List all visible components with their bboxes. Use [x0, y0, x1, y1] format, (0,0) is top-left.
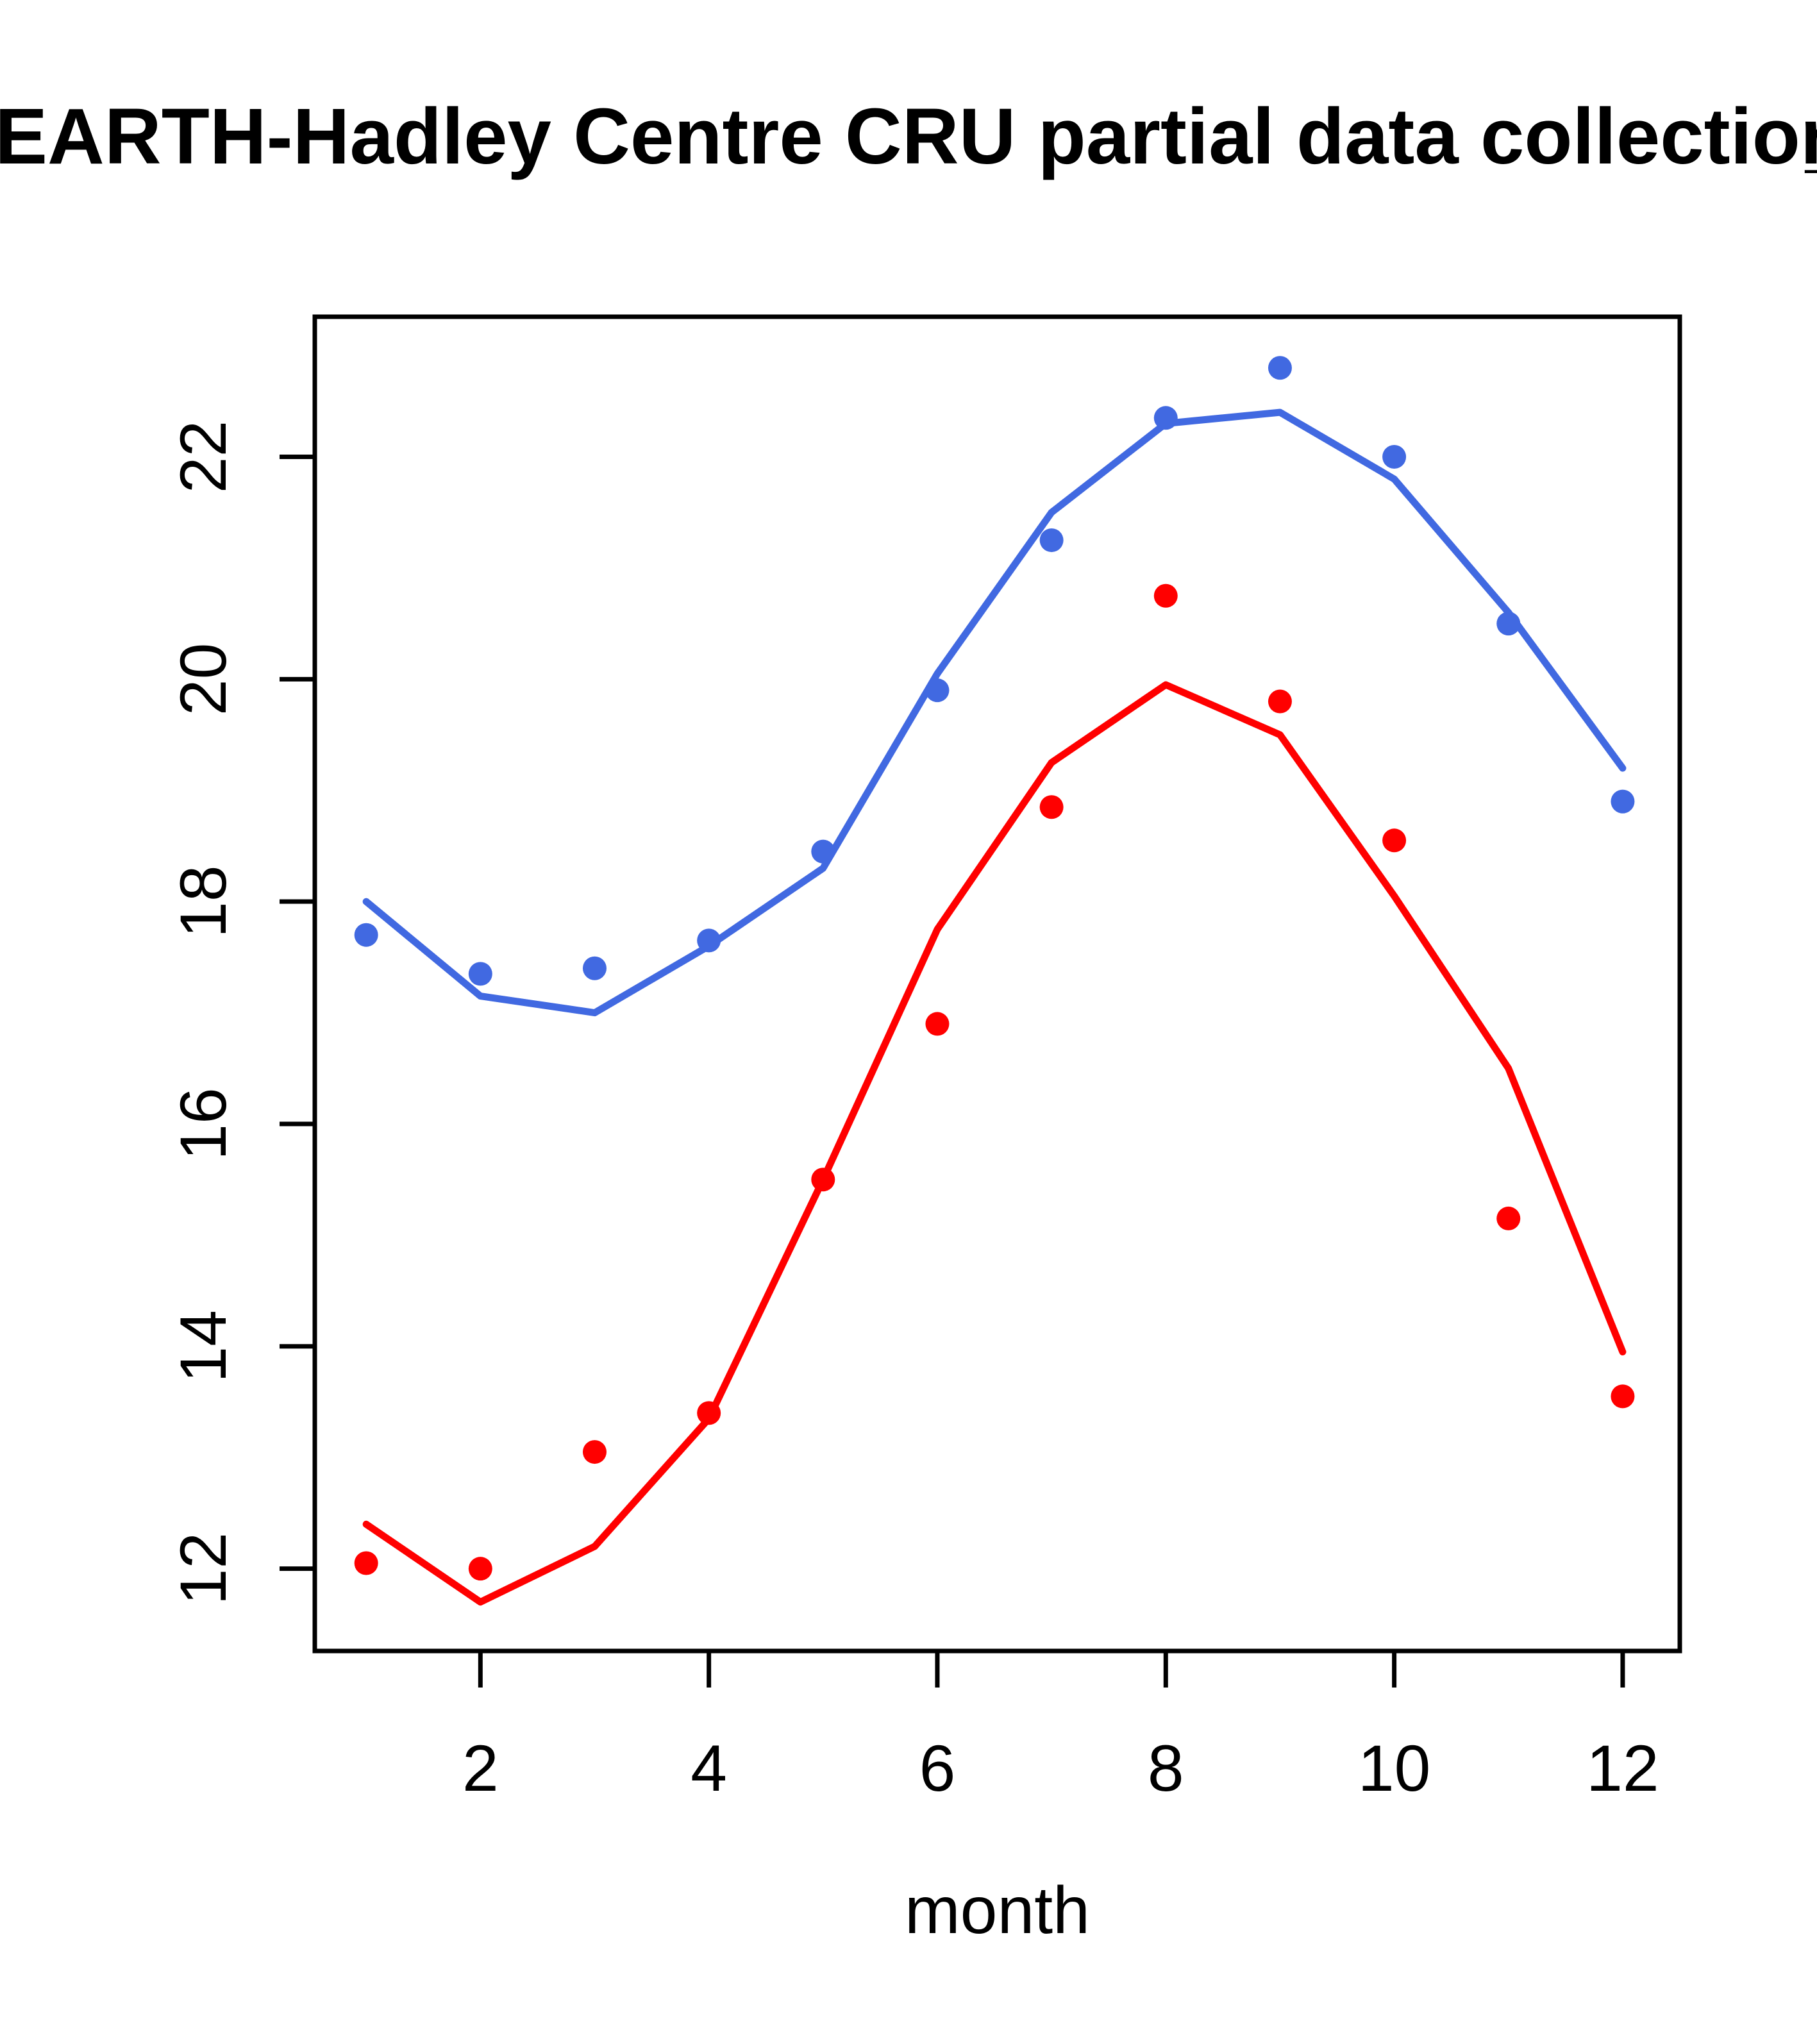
red-points-marker — [468, 1557, 492, 1581]
red-points-marker — [1039, 795, 1064, 819]
blue-points-marker — [697, 928, 721, 953]
blue-points-marker — [1268, 356, 1292, 380]
red-points-marker — [1496, 1206, 1521, 1230]
red-points-marker — [1611, 1384, 1635, 1409]
red-points-marker — [925, 1012, 950, 1036]
blue-points-marker — [925, 678, 950, 703]
blue-points-marker — [1382, 445, 1407, 469]
x-axis-tick-label: 2 — [462, 1732, 499, 1805]
x-axis-tick-label: 8 — [1148, 1732, 1184, 1805]
y-axis-tick-label: 16 — [167, 1087, 240, 1160]
blue-points-marker — [1496, 612, 1521, 636]
y-axis-tick-label: 18 — [167, 865, 240, 937]
red-points-marker — [1153, 583, 1178, 608]
blue-points-marker — [811, 839, 835, 864]
red-line-series — [362, 681, 1627, 1606]
y-axis-tick-label: 20 — [167, 643, 240, 716]
blue-points-marker — [354, 923, 378, 947]
y-axis-tick-label: 12 — [167, 1532, 240, 1605]
x-axis-tick-label: 6 — [919, 1732, 956, 1805]
red-points-marker — [354, 1551, 378, 1575]
x-axis-title: month — [904, 1873, 1091, 1948]
blue-line-series — [362, 408, 1627, 1017]
red-points-marker — [1382, 828, 1407, 853]
y-axis-tick-label: 22 — [167, 421, 240, 493]
chart-title: EARTH-Hadley Centre CRU partial data col… — [0, 93, 1817, 181]
blue-points-marker — [1153, 406, 1178, 430]
plot-frame — [312, 314, 1682, 1654]
x-axis-tick-label: 10 — [1358, 1732, 1430, 1805]
y-axis-tick-label: 14 — [167, 1310, 240, 1382]
title-cut-character: _ — [1805, 97, 1817, 176]
blue-points-marker — [1039, 528, 1064, 553]
red-points-marker — [1268, 689, 1292, 714]
red-points-marker — [582, 1440, 607, 1464]
blue-points-marker — [468, 962, 492, 986]
x-axis-tick-label: 12 — [1586, 1732, 1659, 1805]
blue-points-marker — [1611, 789, 1635, 814]
red-points-marker — [697, 1401, 721, 1425]
blue-points-marker — [582, 956, 607, 980]
x-axis-tick-label: 4 — [691, 1732, 727, 1805]
red-points-marker — [811, 1168, 835, 1192]
